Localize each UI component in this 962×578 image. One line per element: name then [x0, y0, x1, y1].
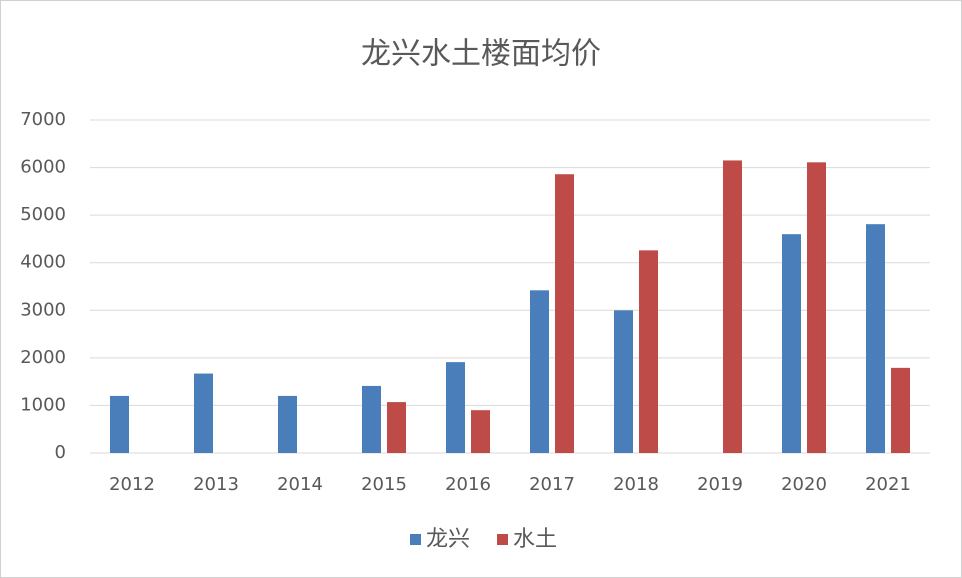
x-tick-label: 2018	[613, 474, 659, 495]
bar	[555, 174, 574, 453]
y-tick-label: 0	[55, 442, 66, 463]
bar	[446, 362, 465, 453]
y-tick-label: 3000	[20, 299, 66, 320]
y-tick-label: 5000	[20, 204, 66, 225]
bar	[387, 402, 406, 453]
bar	[362, 385, 381, 453]
bar	[110, 395, 129, 453]
x-tick-label: 2019	[697, 474, 743, 495]
y-tick-label: 4000	[20, 252, 66, 273]
bar	[866, 224, 885, 453]
legend-swatch	[410, 534, 421, 545]
x-tick-label: 2014	[277, 474, 323, 495]
bar	[471, 410, 490, 453]
y-tick-label: 1000	[20, 394, 66, 415]
bar	[639, 250, 658, 453]
bar	[782, 234, 801, 453]
x-tick-label: 2013	[193, 474, 239, 495]
x-tick-label: 2017	[529, 474, 575, 495]
legend-swatch	[497, 534, 509, 545]
bar	[278, 395, 297, 453]
bar	[891, 367, 910, 453]
bar	[530, 290, 549, 453]
bar	[614, 310, 633, 453]
x-tick-label: 2016	[445, 474, 491, 495]
x-tick-label: 2021	[865, 474, 911, 495]
bar	[723, 160, 742, 453]
y-tick-label: 6000	[20, 157, 66, 178]
bar	[807, 162, 826, 454]
chart-title: 龙兴水土楼面均价	[361, 37, 601, 72]
x-tick-label: 2020	[781, 474, 827, 495]
bar	[194, 373, 213, 453]
y-tick-label: 7000	[20, 109, 66, 130]
x-tick-label: 2015	[361, 474, 407, 495]
x-tick-label: 2012	[109, 474, 155, 495]
legend-label: 龙兴	[426, 527, 470, 552]
legend-label: 水土	[513, 527, 557, 552]
y-tick-label: 2000	[20, 347, 66, 368]
